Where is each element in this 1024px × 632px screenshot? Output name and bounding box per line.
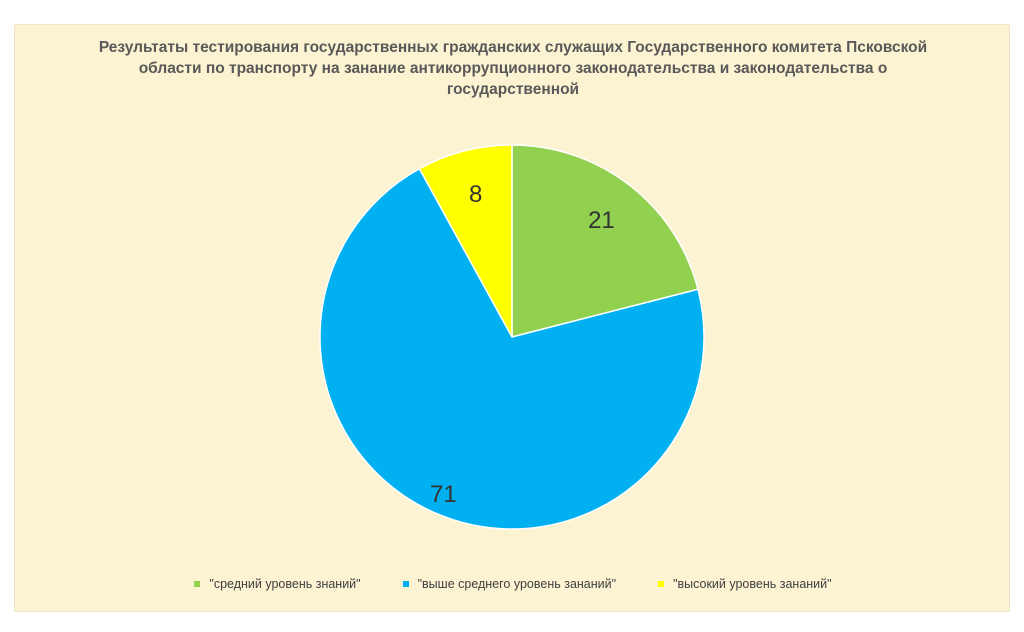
chart-title: Результаты тестирования государственных … (98, 39, 928, 98)
pie-chart: 21 71 8 (319, 144, 705, 530)
legend-item-medium: "средний уровень знаний" (194, 577, 361, 591)
pie-slice-high (418, 144, 513, 338)
legend-swatch-above-medium (402, 581, 409, 587)
legend-label-above-medium: "выше среднего уровень зананий" (417, 577, 617, 591)
legend-label-high: "высокий уровень зананий" (673, 577, 832, 591)
pie-slice-above-medium (319, 167, 705, 530)
legend-swatch-medium (194, 581, 201, 587)
data-label-above-medium: 71 (430, 481, 457, 508)
legend-item-high: "высокий уровень зананий" (658, 577, 832, 591)
legend-label-medium: "средний уровень знаний" (209, 577, 361, 591)
data-label-high: 8 (469, 181, 482, 208)
data-label-medium: 21 (588, 207, 615, 234)
legend-item-above-medium: "выше среднего уровень зананий" (402, 577, 617, 591)
legend: "средний уровень знаний" "выше среднего … (15, 577, 1011, 591)
chart-area: Результаты тестирования государственных … (14, 24, 1010, 612)
pie-slice-medium (511, 144, 699, 338)
legend-swatch-high (658, 581, 665, 587)
